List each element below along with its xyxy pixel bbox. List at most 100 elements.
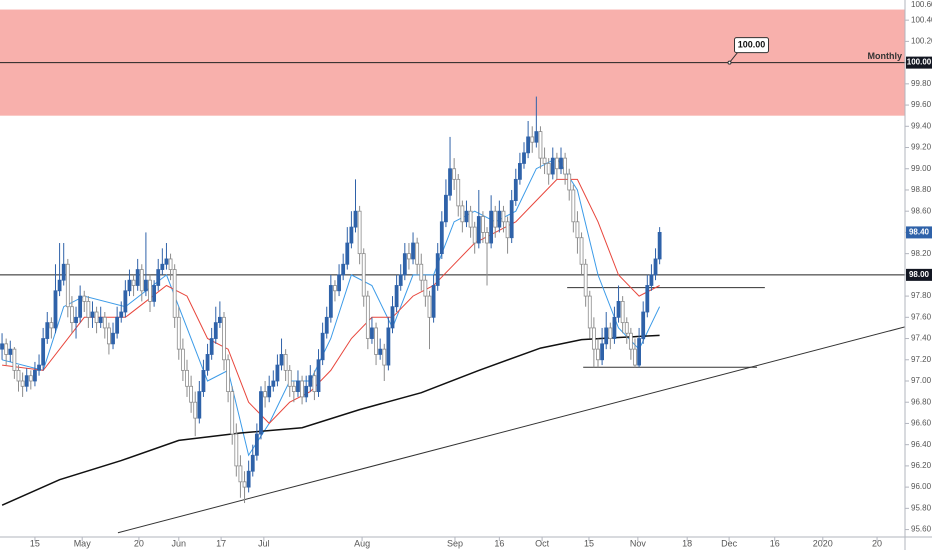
price-label: 98.00 bbox=[909, 270, 930, 279]
candle-body bbox=[645, 285, 650, 313]
candle-body bbox=[148, 279, 152, 302]
candle-body bbox=[423, 279, 428, 297]
candle-body bbox=[526, 136, 531, 154]
candle-body bbox=[16, 369, 21, 382]
candle-body bbox=[53, 290, 58, 329]
candle-body bbox=[119, 311, 124, 318]
candle-body bbox=[115, 316, 120, 334]
candle-body bbox=[398, 274, 403, 286]
y-tick-label: 97.20 bbox=[911, 355, 932, 364]
x-tick-label: 2020 bbox=[813, 538, 833, 548]
candle-body bbox=[591, 327, 596, 350]
candle-body bbox=[559, 157, 563, 170]
candle-body bbox=[579, 237, 584, 265]
x-tick-label: Jul bbox=[258, 538, 270, 548]
x-tick-label: Sep bbox=[447, 538, 463, 548]
candle-body bbox=[28, 375, 33, 382]
candle-body bbox=[394, 285, 399, 308]
x-tick-label: Oct bbox=[535, 538, 550, 548]
candle-body bbox=[320, 332, 325, 361]
candle-body bbox=[407, 253, 411, 260]
candle-body bbox=[205, 354, 210, 371]
candle-body bbox=[624, 322, 629, 334]
y-tick-label: 98.60 bbox=[911, 206, 932, 215]
candle-body bbox=[353, 210, 358, 228]
candle-body bbox=[168, 258, 173, 270]
candle-body bbox=[415, 242, 420, 265]
candle-body bbox=[316, 359, 321, 393]
candle-body bbox=[448, 168, 452, 196]
candle-body bbox=[131, 279, 136, 286]
candle-body bbox=[24, 375, 29, 387]
candle-body bbox=[583, 263, 588, 297]
candle-body bbox=[222, 316, 226, 361]
candle-body bbox=[287, 369, 292, 387]
candle-body bbox=[230, 391, 235, 435]
candle-body bbox=[135, 269, 140, 286]
candle-body bbox=[164, 258, 169, 265]
candle-body bbox=[563, 157, 568, 175]
candle-body bbox=[123, 290, 128, 313]
candle-body bbox=[86, 300, 91, 318]
candle-body bbox=[509, 200, 514, 239]
candle-body bbox=[501, 210, 506, 223]
x-tick-label: 20 bbox=[872, 538, 882, 548]
candle-body bbox=[139, 269, 144, 292]
candle-body bbox=[460, 205, 465, 223]
candle-body bbox=[74, 316, 78, 324]
candle-body bbox=[657, 232, 662, 260]
y-tick-label: 96.00 bbox=[911, 482, 932, 491]
x-tick-label: Aug bbox=[354, 538, 370, 548]
candle-body bbox=[427, 295, 432, 318]
y-tick-label: 100.60 bbox=[911, 0, 932, 9]
candle-body bbox=[649, 274, 654, 286]
candle-body bbox=[201, 369, 206, 393]
candle-body bbox=[238, 465, 243, 483]
callout-anchor bbox=[727, 60, 732, 65]
candle-body bbox=[197, 391, 202, 419]
candle-body bbox=[637, 338, 641, 366]
candle-body bbox=[365, 295, 370, 339]
y-tick-label: 99.00 bbox=[911, 164, 932, 173]
candle-body bbox=[567, 173, 572, 191]
price-label-box bbox=[906, 226, 932, 239]
candle-body bbox=[489, 210, 494, 244]
candle-body bbox=[127, 279, 132, 292]
candle-body bbox=[641, 311, 646, 339]
candle-body bbox=[534, 131, 539, 143]
candle-body bbox=[246, 470, 251, 488]
candle-body bbox=[98, 316, 103, 324]
candle-body bbox=[370, 327, 374, 339]
candle-body bbox=[0, 343, 4, 350]
y-tick-label: 97.00 bbox=[911, 376, 932, 385]
candle-body bbox=[554, 157, 559, 170]
price-label-box bbox=[906, 268, 932, 281]
candle-body bbox=[271, 380, 276, 387]
moving-average bbox=[1, 334, 660, 506]
candle-body bbox=[176, 316, 181, 350]
candle-body bbox=[444, 194, 448, 223]
candle-body bbox=[94, 311, 99, 324]
candle-body bbox=[217, 316, 222, 324]
candle-body bbox=[493, 210, 498, 228]
candle-body bbox=[575, 221, 580, 239]
y-tick-label: 97.80 bbox=[911, 291, 932, 300]
candle-body bbox=[20, 380, 25, 387]
candle-body bbox=[267, 385, 272, 398]
candle-body bbox=[185, 369, 189, 387]
candle-body bbox=[653, 258, 658, 276]
y-tick-label: 95.60 bbox=[911, 525, 932, 534]
candle-body bbox=[65, 263, 70, 308]
candle-body bbox=[435, 253, 440, 286]
candle-body bbox=[628, 332, 633, 350]
x-tick-label: 18 bbox=[682, 538, 692, 548]
y-tick-label: 99.20 bbox=[911, 143, 932, 152]
candle-body bbox=[382, 348, 387, 366]
candle-body bbox=[57, 279, 62, 292]
candle-body bbox=[361, 253, 366, 297]
candle-body bbox=[283, 354, 288, 371]
candle-body bbox=[472, 226, 477, 244]
candle-body bbox=[497, 210, 502, 228]
candle-body bbox=[78, 295, 83, 318]
candle-body bbox=[234, 433, 239, 467]
